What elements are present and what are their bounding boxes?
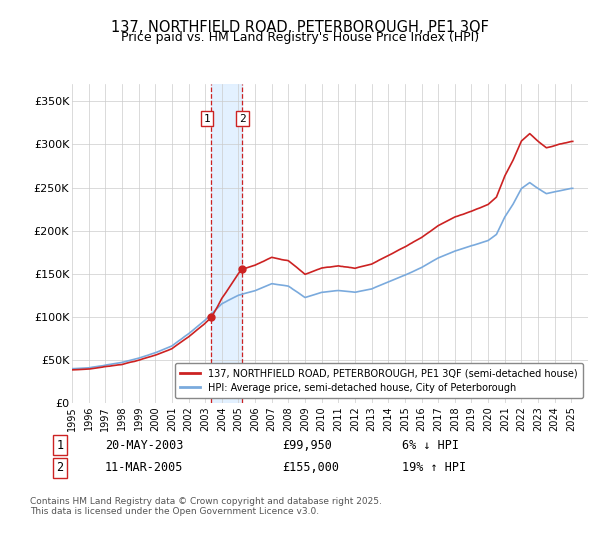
Text: 2: 2 [239,114,246,124]
Text: 1: 1 [56,438,64,452]
Text: 1: 1 [204,114,211,124]
Text: 19% ↑ HPI: 19% ↑ HPI [402,461,466,474]
Text: £99,950: £99,950 [282,438,332,452]
Text: 11-MAR-2005: 11-MAR-2005 [105,461,184,474]
Bar [211,84,242,403]
Text: Price paid vs. HM Land Registry's House Price Index (HPI): Price paid vs. HM Land Registry's House … [121,31,479,44]
Text: 20-MAY-2003: 20-MAY-2003 [105,438,184,452]
Legend: 137, NORTHFIELD ROAD, PETERBOROUGH, PE1 3QF (semi-detached house), HPI: Average : 137, NORTHFIELD ROAD, PETERBOROUGH, PE1 … [175,363,583,398]
Text: 137, NORTHFIELD ROAD, PETERBOROUGH, PE1 3QF: 137, NORTHFIELD ROAD, PETERBOROUGH, PE1 … [111,20,489,35]
Text: 2: 2 [56,461,64,474]
Text: £155,000: £155,000 [282,461,339,474]
Text: 6% ↓ HPI: 6% ↓ HPI [402,438,459,452]
Text: Contains HM Land Registry data © Crown copyright and database right 2025.
This d: Contains HM Land Registry data © Crown c… [30,497,382,516]
